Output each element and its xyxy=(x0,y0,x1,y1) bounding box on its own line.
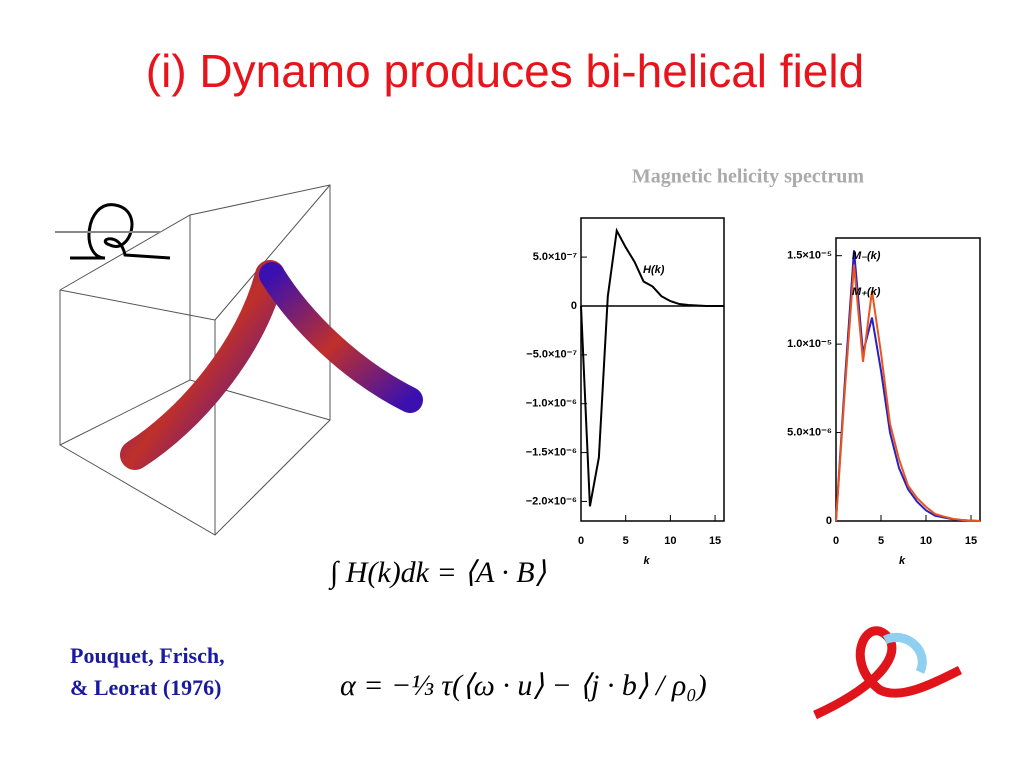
x-axis-label: k xyxy=(899,555,906,567)
y-tick-label: 5.0×10⁻⁷ xyxy=(533,251,578,263)
plot-frame xyxy=(580,217,725,522)
x-tick-label: 0 xyxy=(578,535,584,547)
y-tick-label: −5.0×10⁻⁷ xyxy=(526,349,577,361)
series-line xyxy=(835,264,981,522)
y-tick-label: −1.5×10⁻⁶ xyxy=(526,446,577,458)
y-tick-label: 0 xyxy=(826,515,832,527)
ribbon xyxy=(813,626,963,720)
series-label: H(k) xyxy=(643,264,665,276)
x-tick-label: 15 xyxy=(709,535,721,547)
heading: Magnetic helicity spectrum xyxy=(632,166,864,188)
series-label: M₋(k) xyxy=(852,250,881,262)
x-axis-label: k xyxy=(643,555,650,567)
x-tick-label: 5 xyxy=(878,535,884,547)
y-tick-label: 0 xyxy=(571,300,577,312)
y-tick-label: −1.0×10⁻⁶ xyxy=(526,398,577,410)
x-tick-label: 5 xyxy=(623,535,629,547)
flux-tube xyxy=(120,260,423,470)
formula: α = −⅓ τ(⟨ω · u⟩ − ⟨j · b⟩ / ρ₀) xyxy=(340,669,707,702)
x-tick-label: 0 xyxy=(833,535,839,547)
citation: & Leorat (1976) xyxy=(70,675,222,700)
x-tick-label: 10 xyxy=(664,535,676,547)
plot-frame xyxy=(835,237,981,522)
citation: Pouquet, Frisch, xyxy=(70,643,225,668)
y-tick-label: 5.0×10⁻⁶ xyxy=(787,426,832,438)
inset-sketch xyxy=(55,203,171,260)
series-label: M₊(k) xyxy=(852,286,881,298)
simulation-box xyxy=(59,184,331,536)
slide-title: (i) Dynamo produces bi-helical field xyxy=(146,45,864,97)
y-tick-label: −2.0×10⁻⁶ xyxy=(526,495,577,507)
x-tick-label: 15 xyxy=(965,535,977,547)
series-line xyxy=(580,227,724,507)
formula: ∫ H(k)dk = ⟨A · B⟩ xyxy=(328,556,547,591)
x-tick-label: 10 xyxy=(920,535,932,547)
y-tick-label: 1.0×10⁻⁵ xyxy=(787,338,832,350)
y-tick-label: 1.5×10⁻⁵ xyxy=(787,250,832,262)
